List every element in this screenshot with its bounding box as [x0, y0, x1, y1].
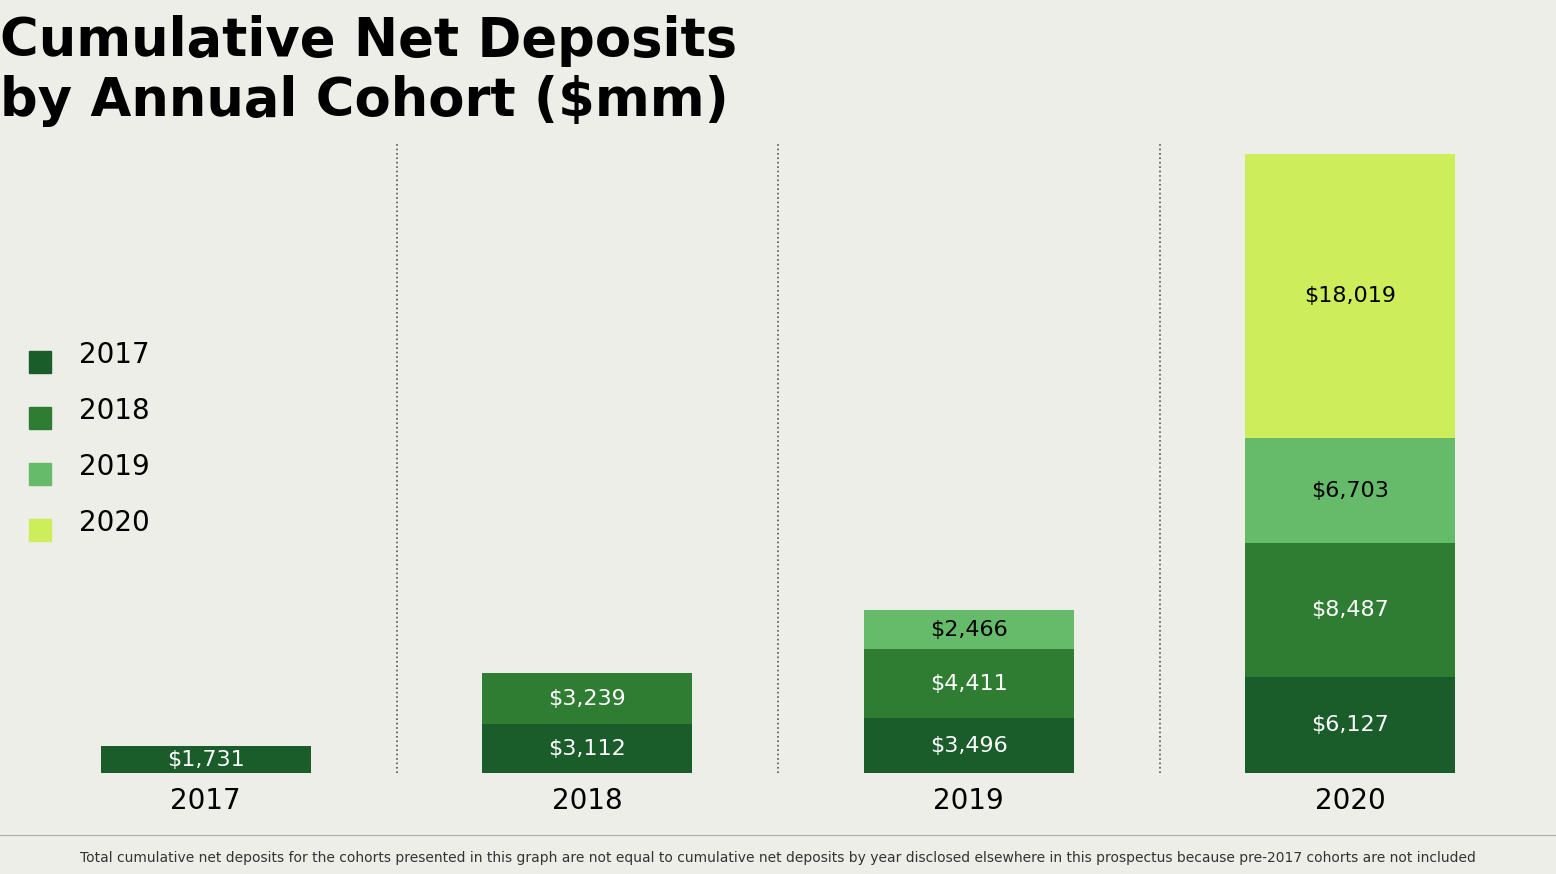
Bar — [1245, 155, 1455, 438]
Text: $6,127: $6,127 — [1312, 715, 1390, 735]
Bar — [864, 649, 1074, 718]
Bar — [864, 718, 1074, 773]
Text: $3,112: $3,112 — [548, 739, 626, 759]
Text: $1,731: $1,731 — [166, 750, 244, 770]
Legend: 2017, 2018, 2019, 2020: 2017, 2018, 2019, 2020 — [30, 334, 149, 541]
Text: $3,496: $3,496 — [930, 736, 1008, 756]
Bar — [1245, 677, 1455, 773]
Text: $4,411: $4,411 — [930, 674, 1008, 694]
Text: $18,019: $18,019 — [1304, 286, 1396, 306]
Text: $8,487: $8,487 — [1312, 600, 1390, 621]
Text: $2,466: $2,466 — [930, 620, 1008, 640]
Bar — [864, 610, 1074, 649]
Text: Cumulative Net Deposits
by Annual Cohort ($mm): Cumulative Net Deposits by Annual Cohort… — [0, 15, 738, 128]
Bar — [482, 674, 692, 725]
Bar — [482, 725, 692, 773]
Text: Total cumulative net deposits for the cohorts presented in this graph are not eq: Total cumulative net deposits for the co… — [79, 851, 1477, 865]
Text: $3,239: $3,239 — [548, 689, 626, 709]
Bar — [1245, 544, 1455, 677]
Bar — [101, 746, 311, 773]
Bar — [1245, 438, 1455, 544]
Text: $6,703: $6,703 — [1312, 481, 1390, 501]
